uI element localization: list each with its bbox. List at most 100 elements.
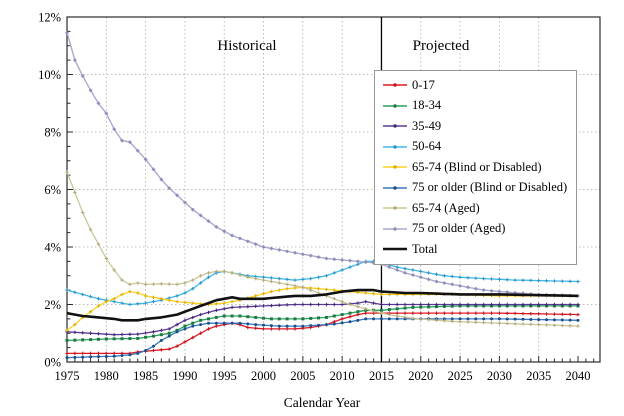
series-marker [159, 328, 164, 333]
series-marker [379, 311, 384, 315]
x-tick-label: 2000 [251, 369, 276, 383]
series-marker [81, 210, 85, 215]
series-marker [458, 320, 462, 324]
series-marker [191, 315, 195, 320]
series-marker [222, 301, 226, 305]
legend-swatch [383, 145, 407, 149]
series-marker [316, 286, 321, 291]
series-marker [340, 317, 344, 321]
series-marker [348, 302, 352, 307]
series-marker [277, 281, 281, 285]
legend-item: 65-74 (Blind or Disabled) [382, 157, 567, 178]
series-marker [214, 308, 219, 312]
series-marker [175, 193, 180, 198]
series-marker [73, 190, 77, 195]
series-marker [450, 317, 454, 321]
y-tick-label: 2% [44, 298, 61, 312]
series-marker [371, 309, 376, 313]
series-marker [230, 299, 234, 304]
series-marker [230, 314, 234, 318]
series-marker [536, 302, 541, 307]
legend-swatch [383, 186, 407, 190]
series-marker [159, 338, 163, 342]
series-marker [332, 314, 336, 318]
series-marker [419, 305, 423, 309]
series-marker [151, 282, 156, 286]
series-marker [238, 321, 242, 325]
series-marker [198, 281, 203, 285]
series-marker [544, 279, 549, 283]
x-tick-label: 2030 [487, 369, 512, 383]
series-marker [175, 282, 179, 287]
series-marker [560, 323, 564, 328]
series-marker [120, 337, 124, 341]
series-marker [96, 337, 100, 341]
series-marker [332, 297, 336, 301]
series-marker [261, 292, 266, 296]
series-marker [379, 317, 383, 321]
series-marker [191, 324, 195, 328]
series-marker [505, 321, 509, 326]
series-marker [199, 318, 203, 322]
series-marker [214, 315, 218, 319]
series-marker [191, 278, 195, 282]
series-marker [112, 337, 116, 341]
series-marker [568, 279, 572, 284]
series-marker [222, 229, 227, 234]
series-marker [206, 275, 211, 279]
series-marker [489, 277, 494, 281]
series-marker [104, 351, 109, 356]
series-marker [207, 321, 211, 325]
series-marker [348, 320, 352, 324]
series-marker [159, 348, 164, 352]
series-marker [576, 324, 580, 328]
series-marker [364, 317, 368, 321]
series-marker [269, 289, 274, 294]
series-marker [293, 284, 297, 288]
series-marker [104, 332, 109, 336]
x-tick-label: 1975 [55, 369, 80, 383]
series-marker [324, 274, 329, 278]
series-marker [348, 258, 353, 263]
series-marker [442, 274, 447, 278]
series-marker [301, 302, 305, 307]
series-marker [65, 356, 69, 360]
series-marker [245, 239, 250, 244]
series-marker [552, 312, 557, 316]
series-marker [104, 337, 108, 341]
series-marker [466, 317, 470, 321]
series-marker [529, 302, 533, 307]
series-marker [120, 292, 124, 297]
series-marker [340, 299, 344, 304]
series-marker [285, 303, 289, 307]
series-marker [450, 311, 454, 315]
series-marker [364, 311, 368, 315]
series-marker [230, 305, 234, 310]
series-marker [403, 315, 407, 319]
series-marker [214, 224, 219, 229]
series-marker [513, 311, 517, 316]
series-marker [309, 276, 313, 281]
series-marker [175, 344, 179, 348]
series-marker [465, 285, 470, 290]
series-marker [191, 321, 195, 325]
series-marker [120, 354, 124, 358]
series-marker [261, 278, 266, 282]
series-marker [65, 338, 69, 342]
series-marker [238, 305, 242, 309]
series-marker [482, 317, 486, 321]
series-marker [324, 315, 328, 319]
series-marker [143, 294, 148, 298]
series-marker [88, 309, 93, 314]
legend-swatch [383, 165, 407, 169]
series-marker [104, 299, 109, 304]
series-marker [474, 302, 478, 307]
series-marker [253, 294, 258, 298]
series-marker [576, 318, 580, 322]
series-marker [81, 338, 85, 342]
series-marker [513, 278, 517, 282]
series-marker [481, 288, 486, 293]
series-marker [88, 294, 93, 299]
series-marker [190, 207, 195, 212]
series-marker [466, 320, 470, 324]
